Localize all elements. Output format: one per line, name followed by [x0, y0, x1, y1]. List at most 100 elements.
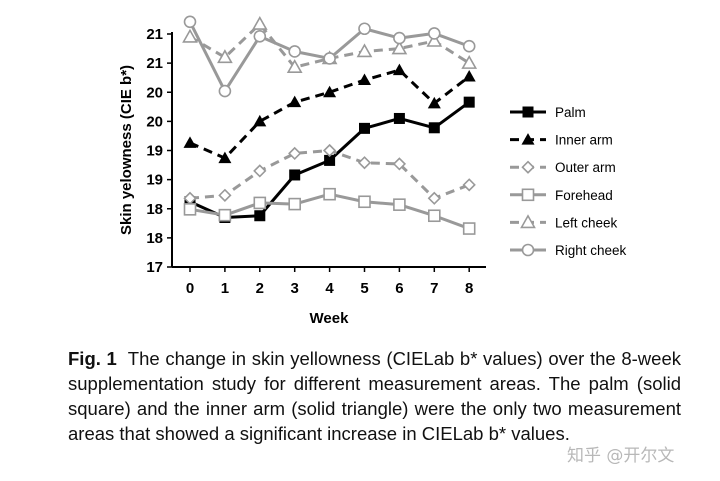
x-tick-label: 5 — [360, 280, 368, 297]
data-point — [358, 73, 371, 86]
y-tick-label: 18 — [146, 230, 163, 247]
y-tick-label: 18 — [146, 201, 163, 218]
y-tick-label: 17 — [146, 259, 163, 276]
data-point — [218, 84, 232, 98]
legend-item: Outer arm — [510, 160, 616, 175]
data-point — [359, 122, 370, 134]
data-point — [521, 133, 535, 145]
data-point — [461, 54, 478, 69]
data-point — [358, 22, 371, 36]
series-outer-arm — [183, 143, 476, 205]
x-tick-label: 2 — [256, 280, 264, 297]
legend: Palm Inner arm Outer arm Forehead Left cheek… — [510, 105, 627, 258]
figure-caption: Fig. 1 The change in skin yellowness (CI… — [68, 346, 681, 446]
data-point — [393, 198, 406, 211]
y-tick-label: 21 — [146, 55, 163, 72]
data-point — [251, 15, 268, 30]
x-tick-label: 4 — [325, 280, 334, 297]
series-line — [189, 68, 471, 160]
data-point — [462, 70, 476, 82]
data-point — [391, 40, 408, 55]
data-point — [218, 188, 232, 202]
data-point — [323, 52, 336, 65]
data-point — [392, 63, 406, 76]
data-point — [288, 45, 302, 58]
legend-label: Inner arm — [555, 133, 613, 148]
legend-label: Outer arm — [555, 160, 616, 175]
data-point — [521, 243, 535, 257]
x-tick-label: 3 — [291, 280, 299, 297]
data-point — [322, 143, 337, 158]
x-tick-label: 0 — [186, 280, 194, 297]
data-point — [356, 43, 373, 58]
data-point — [288, 95, 302, 108]
x-tick-label: 1 — [221, 280, 229, 297]
legend-item: Forehead — [510, 188, 613, 203]
figure-caption-text: The change in skin yellowness (CIELab b*… — [68, 348, 681, 444]
legend-item: Left cheek — [510, 214, 618, 230]
data-point — [521, 160, 535, 174]
x-tick-label: 6 — [395, 280, 403, 297]
data-point — [393, 112, 405, 124]
series-right-cheek — [183, 15, 476, 98]
data-point — [462, 222, 476, 235]
series-lines — [182, 15, 478, 235]
data-point — [427, 27, 441, 40]
data-point — [357, 156, 372, 170]
data-point — [254, 210, 266, 222]
legend-item: Right cheek — [510, 243, 627, 258]
data-point — [253, 164, 267, 178]
legend-label: Forehead — [555, 188, 613, 203]
figure-label: Fig. 1 — [68, 348, 117, 369]
data-point — [522, 106, 534, 118]
data-point — [182, 28, 198, 43]
data-point — [521, 188, 535, 202]
data-point — [462, 39, 476, 53]
data-point — [183, 136, 197, 148]
data-point — [462, 178, 476, 192]
data-point — [288, 146, 302, 161]
data-point — [286, 59, 303, 74]
x-tick-label: 8 — [465, 280, 473, 297]
data-point — [393, 31, 406, 45]
legend-item: Palm — [510, 105, 586, 120]
data-point — [358, 195, 371, 209]
data-point — [253, 30, 267, 43]
y-tick-label: 20 — [146, 113, 163, 130]
data-point — [323, 85, 337, 98]
data-point — [183, 15, 197, 29]
series-forehead — [183, 187, 476, 235]
data-point — [183, 203, 197, 216]
data-point — [392, 157, 407, 171]
data-point — [217, 49, 233, 64]
data-point — [427, 191, 441, 205]
data-point — [288, 197, 302, 211]
x-tick-label: 7 — [430, 280, 438, 297]
data-point — [428, 122, 440, 134]
y-axis-title: Skin yelowness (CIE b*) — [118, 65, 135, 235]
legend-item: Inner arm — [510, 133, 613, 148]
legend-label: Left cheek — [555, 215, 618, 230]
data-point — [218, 208, 232, 222]
data-point — [463, 96, 475, 108]
data-point — [289, 169, 301, 181]
watermark-text: 知乎 @开尔文 — [567, 446, 675, 466]
legend-label: Palm — [555, 105, 586, 120]
data-point — [426, 32, 443, 47]
data-point — [427, 209, 441, 223]
data-point — [253, 196, 267, 210]
y-tick-label: 21 — [146, 26, 163, 43]
axes: 17 18 18 19 19 20 20 21 21 0 1 2 3 4 5 6 7 8 — [146, 26, 486, 297]
y-tick-label: 20 — [146, 84, 163, 101]
y-tick-label: 19 — [146, 143, 163, 160]
series-inner-arm — [183, 63, 476, 164]
data-point — [218, 151, 232, 164]
y-tick-label: 19 — [146, 172, 163, 189]
data-point — [427, 96, 441, 109]
line-chart: 17 18 18 19 19 20 20 21 21 0 1 2 3 4 5 6 7 8 Palm Inner ar… — [118, 15, 627, 327]
legend-label: Right cheek — [555, 243, 627, 258]
data-point — [520, 214, 536, 229]
data-point — [324, 154, 336, 166]
data-point — [253, 114, 267, 127]
x-axis-title: Week — [310, 310, 350, 327]
